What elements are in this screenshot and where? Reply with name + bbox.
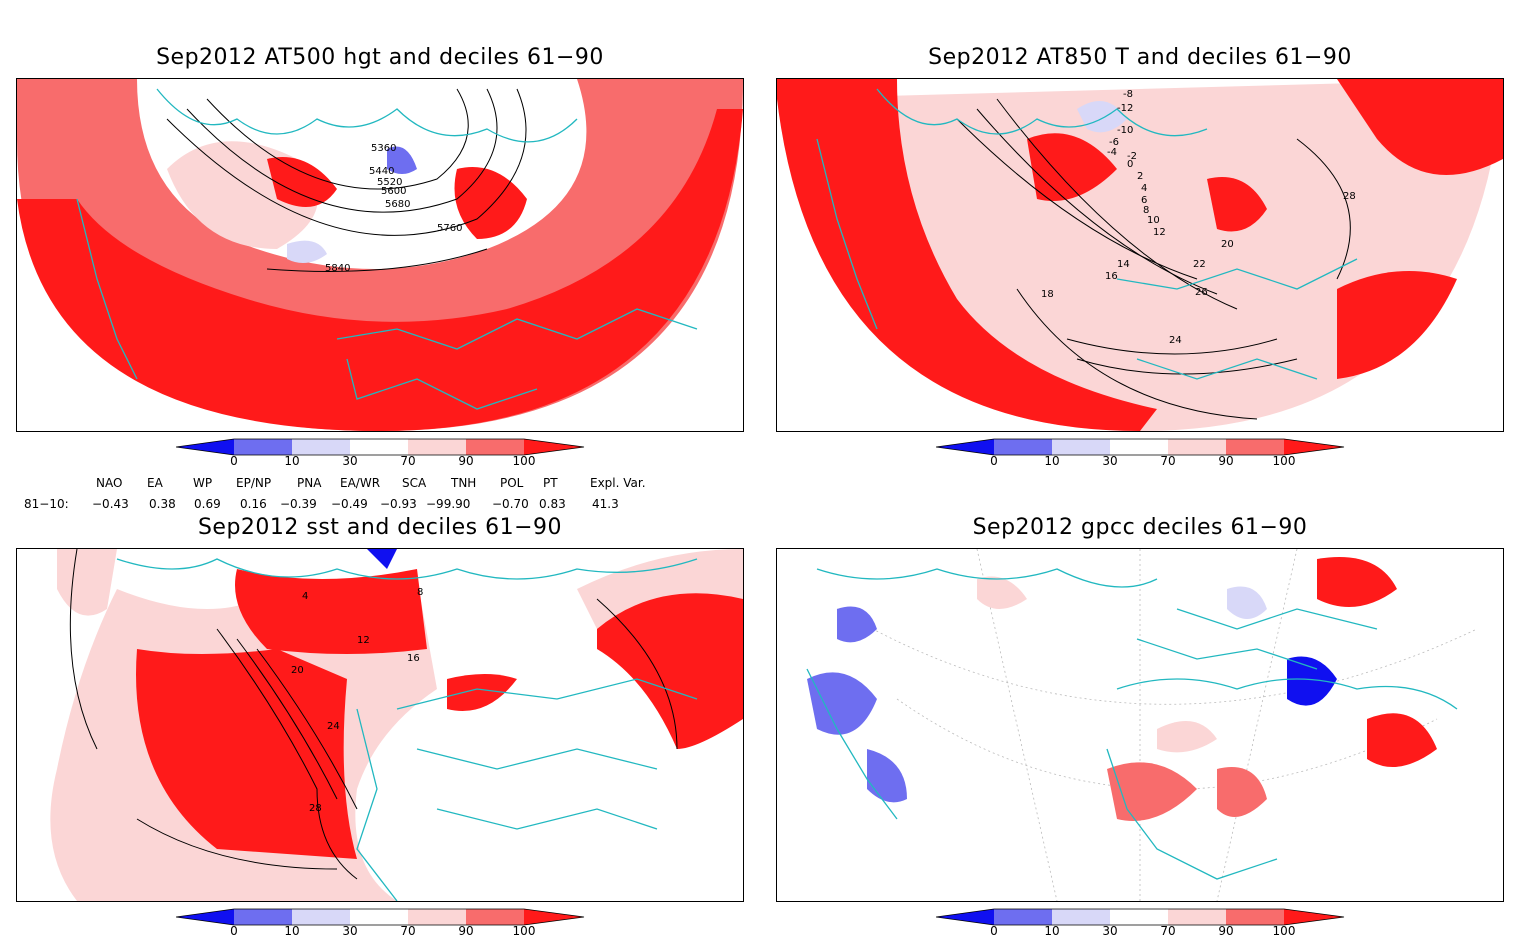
contour-label: 24 — [1169, 335, 1182, 346]
index-header: EP/NP — [236, 476, 272, 490]
index-header: POL — [500, 476, 524, 490]
contour-label: 5840 — [325, 263, 350, 274]
contour-label: 12 — [1153, 227, 1166, 238]
contour-label: 5600 — [381, 186, 406, 197]
colorbar-tick: 30 — [342, 924, 358, 938]
colorbar-tick: 10 — [1044, 454, 1060, 468]
index-value: 0.38 — [149, 497, 176, 511]
colorbar-tick: 90 — [1218, 924, 1234, 938]
colorbar-tick: 10 — [284, 454, 300, 468]
contour-label: 18 — [1041, 289, 1054, 300]
index-value: 41.3 — [592, 497, 619, 511]
index-header: NAO — [96, 476, 123, 490]
contour-label: 5520 — [377, 177, 402, 188]
contour-label: -10 — [1117, 125, 1133, 136]
map-panel-hgt500: 5360 5440 5520 5600 5680 5760 5840 — [16, 78, 744, 432]
index-value: −99.90 — [426, 497, 471, 511]
colorbar-tick: 30 — [342, 454, 358, 468]
colorbar-tick: 90 — [458, 454, 474, 468]
contour-label: -6 — [1109, 137, 1119, 148]
contour-label: 28 — [309, 803, 322, 814]
index-header: WP — [193, 476, 213, 490]
map-panel-t850: -8 -12 -10 -6 -4 -2 0 2 4 6 8 10 12 14 1… — [776, 78, 1504, 432]
contour-label: 28 — [1343, 191, 1356, 202]
contour-label: 10 — [1147, 215, 1160, 226]
colorbar-tick: 0 — [230, 454, 238, 468]
colorbar-tick: 100 — [1272, 924, 1296, 938]
colorbar-tick: 100 — [512, 454, 536, 468]
contour-label: 0 — [1127, 159, 1133, 170]
colorbar-tick: 10 — [1044, 924, 1060, 938]
contour-label: -2 — [1127, 151, 1137, 162]
index-value: −0.39 — [280, 497, 317, 511]
map-panel-sst: 4 8 12 16 20 24 28 — [16, 548, 744, 902]
contour-label: 20 — [1221, 239, 1234, 250]
contour-label: 24 — [327, 721, 340, 732]
panel-title-gpcc: Sep2012 gpcc deciles 61−90 — [972, 515, 1308, 540]
contour-label: 14 — [1117, 259, 1130, 270]
teleconnection-index-table: NAO EA WP EP/NP PNA EA/WR SCA TNH POL PT… — [0, 476, 700, 516]
contour-label: 4 — [1141, 183, 1147, 194]
index-value: 0.83 — [539, 497, 566, 511]
colorbar-tick: 70 — [400, 454, 416, 468]
contour-label: -8 — [1123, 89, 1133, 100]
contour-label: -4 — [1107, 147, 1117, 158]
index-header: EA — [147, 476, 163, 490]
colorbar-tick: 70 — [1160, 924, 1176, 938]
contour-label: 5680 — [385, 199, 410, 210]
index-value: −0.70 — [492, 497, 529, 511]
contour-label: 6 — [1141, 195, 1147, 206]
contour-label: 16 — [407, 653, 420, 664]
index-value: −0.49 — [331, 497, 368, 511]
index-value: −0.43 — [92, 497, 129, 511]
colorbar-tick: 90 — [458, 924, 474, 938]
contour-label: 12 — [357, 635, 370, 646]
colorbar-tick: 30 — [1102, 924, 1118, 938]
index-header: SCA — [402, 476, 427, 490]
colorbar-tick: 30 — [1102, 454, 1118, 468]
contour-label: 22 — [1193, 259, 1206, 270]
contour-label: -12 — [1117, 103, 1133, 114]
index-value: 0.16 — [240, 497, 267, 511]
colorbar-top-left: 0 10 30 70 90 100 — [175, 438, 586, 470]
colorbar-bottom-right: 0 10 30 70 90 100 — [935, 908, 1346, 940]
colorbar-top-right: 0 10 30 70 90 100 — [935, 438, 1346, 470]
index-value: 0.69 — [194, 497, 221, 511]
index-header: EA/WR — [340, 476, 381, 490]
index-header: PT — [543, 476, 558, 490]
index-header: TNH — [451, 476, 477, 490]
contour-label: 8 — [1143, 205, 1149, 216]
index-row-label: 81−10: — [24, 497, 69, 511]
contour-label: 20 — [291, 665, 304, 676]
panel-title-sst: Sep2012 sst and deciles 61−90 — [197, 515, 563, 540]
index-value: −0.93 — [380, 497, 417, 511]
colorbar-tick: 0 — [990, 454, 998, 468]
contour-label: 16 — [1105, 271, 1118, 282]
contour-label: 2 — [1137, 171, 1143, 182]
contour-label: 4 — [302, 591, 308, 602]
contour-label: 5440 — [369, 166, 394, 177]
map-panel-gpcc — [776, 548, 1504, 902]
colorbar-bottom-left: 0 10 30 70 90 100 — [175, 908, 586, 940]
colorbar-tick: 100 — [512, 924, 536, 938]
index-header: Expl. Var. — [590, 476, 646, 490]
panel-title-hgt500: Sep2012 AT500 hgt and deciles 61−90 — [156, 45, 604, 70]
contour-label: 8 — [417, 587, 423, 598]
colorbar-tick: 90 — [1218, 454, 1234, 468]
colorbar-tick: 0 — [990, 924, 998, 938]
panel-title-t850: Sep2012 AT850 T and deciles 61−90 — [928, 45, 1352, 70]
colorbar-tick: 0 — [230, 924, 238, 938]
contour-label: 26 — [1195, 287, 1208, 298]
colorbar-tick: 10 — [284, 924, 300, 938]
contour-label: 5760 — [437, 223, 462, 234]
colorbar-tick: 70 — [1160, 454, 1176, 468]
colorbar-tick: 70 — [400, 924, 416, 938]
index-header: PNA — [297, 476, 322, 490]
contour-label: 5360 — [371, 143, 396, 154]
colorbar-tick: 100 — [1272, 454, 1296, 468]
